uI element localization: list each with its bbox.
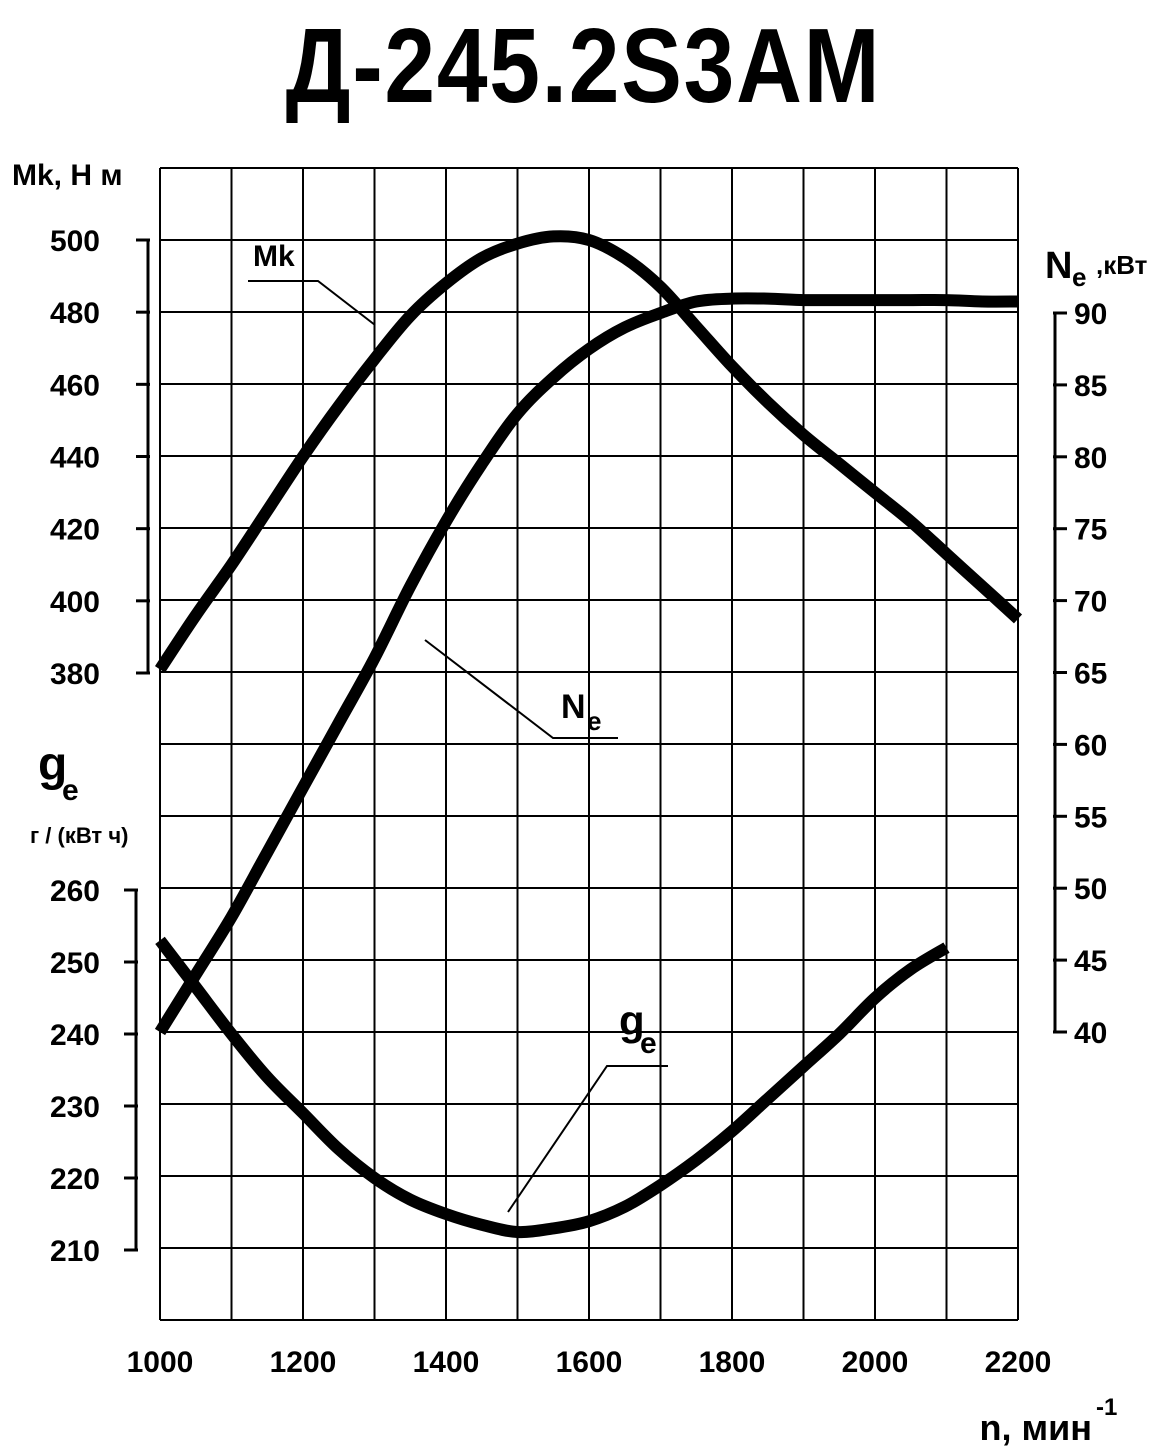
x-tick-label: 2000 [842, 1346, 909, 1379]
series-line-ge [155, 936, 950, 1239]
consumption-axis-label-unit: г / (кВт ч) [30, 823, 128, 848]
x-tick-label: 1400 [413, 1346, 480, 1379]
series-label-Ne-sub: e [587, 706, 601, 736]
series-label-Ne-main: N [561, 688, 586, 726]
x-tick-label: 1600 [556, 1346, 623, 1379]
consumption-tick-label: 210 [50, 1235, 100, 1268]
series-line-Mk [155, 230, 1023, 673]
torque-tick-label: 500 [50, 225, 100, 258]
power-axis-label-unit: ,кВт [1096, 250, 1148, 280]
power-tick-label: 60 [1074, 729, 1107, 762]
grid [159, 167, 1019, 1321]
x-axis-label-superscript: -1 [1096, 1394, 1117, 1421]
x-tick-label: 1800 [699, 1346, 766, 1379]
power-tick-label: 75 [1074, 514, 1107, 547]
leader-line-ge [507, 1065, 668, 1213]
series-lines [154, 230, 1023, 1239]
axes: 1000 1200 1400 1600 1800 2000 2200 n, мин -1 380 4… [12, 159, 1148, 1448]
x-tick-label: 1000 [127, 1346, 194, 1379]
chart-title: Д-245.2S3АМ [285, 7, 882, 125]
labels: MkN ege [248, 240, 668, 1213]
torque-tick-label: 440 [50, 442, 100, 475]
x-tick-label: 1200 [270, 1346, 337, 1379]
power-tick-label: 40 [1074, 1017, 1107, 1050]
consumption-tick-label: 240 [50, 1019, 100, 1052]
consumption-tick-label: 250 [50, 947, 100, 980]
series-label-Mk: Mk [253, 240, 295, 273]
consumption-tick-label: 260 [50, 875, 100, 908]
torque-tick-label: 400 [50, 586, 100, 619]
power-tick-label: 70 [1074, 586, 1107, 619]
leader-line-Ne [424, 639, 618, 739]
power-tick-label: 85 [1074, 370, 1107, 403]
power-axis-label-main: N [1045, 245, 1072, 287]
torque-tick-label: 480 [50, 297, 100, 330]
series-line-Ne [154, 292, 1019, 1036]
torque-tick-label: 380 [50, 658, 100, 691]
power-tick-label: 90 [1074, 298, 1107, 331]
leader-line-Mk [248, 280, 376, 326]
x-axis-label: n, мин [980, 1407, 1093, 1448]
torque-tick-label: 460 [50, 369, 100, 402]
power-tick-label: 45 [1074, 945, 1107, 978]
torque-axis-label: Mk, Н м [12, 159, 123, 192]
consumption-axis-label-sub: e [62, 774, 79, 807]
x-tick-label: 2200 [985, 1346, 1052, 1379]
torque-tick-label: 420 [50, 514, 100, 547]
power-tick-label: 80 [1074, 442, 1107, 475]
power-tick-label: 55 [1074, 801, 1107, 834]
power-tick-label: 50 [1074, 873, 1107, 906]
power-tick-label: 65 [1074, 658, 1107, 691]
power-axis-label-sub: e [1072, 262, 1086, 292]
consumption-axis-label-main: g [38, 738, 67, 791]
consumption-tick-label: 230 [50, 1091, 100, 1124]
series-label-ge-main: g [619, 997, 645, 1044]
consumption-tick-label: 220 [50, 1163, 100, 1196]
series-label-ge-sub: e [640, 1027, 657, 1060]
